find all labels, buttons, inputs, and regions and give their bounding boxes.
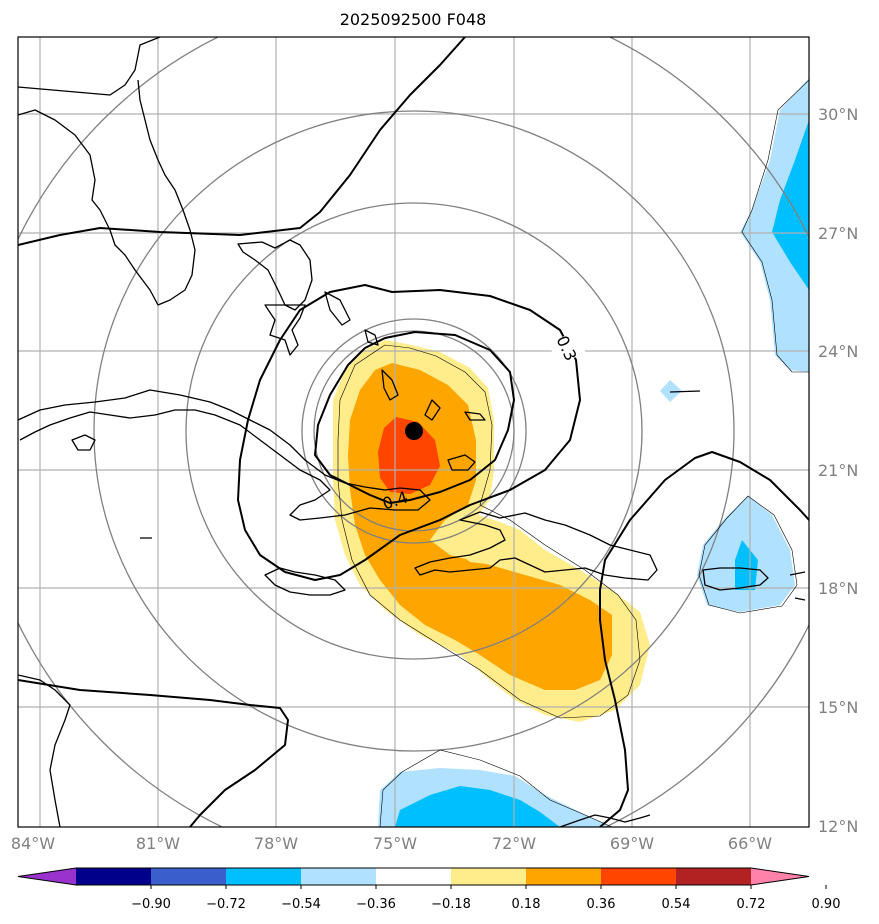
coast-isle-youth: [71, 434, 96, 451]
colorbar-swatch: [76, 868, 152, 885]
colorbar-tick-label: 0.90: [812, 897, 841, 912]
pos-shading-yellow-gap: [450, 525, 510, 565]
colorbar-swatch: [451, 868, 527, 885]
lon-label-72w: 72°W: [492, 834, 536, 853]
colorbar-tick-label: 0.36: [587, 897, 616, 912]
map-plot-area: [18, 37, 809, 827]
coast-jamaica: [264, 567, 346, 596]
thin-contours: [337, 79, 809, 827]
lat-label-30n: 30°N: [818, 105, 858, 124]
lon-label-66w: 66°W: [728, 834, 772, 853]
neg-shading-mid-ne: [772, 120, 809, 290]
coast-cuba: [18, 389, 431, 521]
coastlines: [18, 37, 806, 827]
lat-label-18n: 18°N: [818, 579, 858, 598]
range-ring-3: [185, 202, 643, 660]
colorbar-swatch: [226, 868, 302, 885]
colorbar-swatch: [526, 868, 602, 885]
coast-hispaniola: [414, 511, 658, 581]
contour-southwest: [18, 679, 289, 827]
colorbar-tick-label: −0.36: [356, 897, 396, 912]
contour-label-bg-1: [548, 330, 586, 366]
colorbar-swatch: [301, 868, 377, 885]
colorbar-tick-label: 0.18: [512, 897, 541, 912]
colorbar-outline: [17, 867, 810, 886]
colorbar-extend-high: [751, 868, 809, 885]
coast-florida: [18, 37, 196, 306]
neg-shading-mid-pr: [735, 540, 758, 590]
colorbar-swatch: [376, 868, 452, 885]
neg-shading-mid-s: [395, 786, 560, 827]
lat-labels: 30°N 27°N 24°N 21°N 18°N 15°N 12°N: [818, 105, 858, 836]
lat-label-12n: 12°N: [818, 817, 858, 836]
coast-turks: [447, 454, 476, 471]
lon-label-75w: 75°W: [373, 834, 417, 853]
lon-label-78w: 78°W: [254, 834, 298, 853]
colorbar-tick-label: 0.72: [737, 897, 766, 912]
lon-label-81w: 81°W: [136, 834, 180, 853]
coast-central-america: [18, 674, 71, 827]
range-rings: [18, 37, 809, 827]
colorbar-tick-label: −0.18: [431, 897, 471, 912]
contour-0.4: [314, 331, 515, 504]
colorbar-swatch: [151, 868, 227, 885]
lat-label-24n: 24°N: [818, 342, 858, 361]
lon-label-69w: 69°W: [610, 834, 654, 853]
contour-outer-north: [18, 37, 466, 246]
range-ring-4: [93, 110, 735, 752]
lat-label-21n: 21°N: [818, 461, 858, 480]
lat-label-15n: 15°N: [818, 698, 858, 717]
figure-title: 2025092500 F048: [340, 10, 487, 29]
lon-label-84w: 84°W: [11, 834, 55, 853]
coast-bahamas-2: [264, 291, 486, 421]
coast-bahamas-1: [237, 239, 313, 311]
pos-shading-red: [378, 417, 440, 494]
contour-east: [599, 451, 809, 827]
plot-frame: [17, 36, 810, 828]
range-ring-1: [313, 330, 515, 532]
colorbar: −0.90 −0.72 −0.54 −0.36 −0.18 0.18 0.36 0.54 0.7…: [17, 867, 841, 912]
storm-center-marker: [405, 422, 423, 440]
colorbar-tick-label: −0.54: [281, 897, 321, 912]
coast-small-islands: [140, 390, 806, 601]
colorbar-extend-low: [18, 868, 76, 885]
colorbar-swatch: [601, 868, 677, 885]
colorbar-tick-label: 0.54: [662, 897, 691, 912]
contour-lines: [18, 37, 809, 827]
range-ring-2: [301, 318, 527, 544]
coast-puerto-rico: [702, 567, 769, 591]
colorbar-swatch: [676, 868, 752, 885]
lat-label-27n: 27°N: [818, 224, 858, 243]
contour-labels: 0.3 0.4: [380, 330, 586, 513]
neg-shading-small: [660, 380, 682, 402]
colorbar-tick-label: −0.72: [206, 897, 246, 912]
colorbar-tick-label: −0.90: [131, 897, 171, 912]
lon-labels: 84°W 81°W 78°W 75°W 72°W 69°W 66°W: [11, 834, 772, 853]
